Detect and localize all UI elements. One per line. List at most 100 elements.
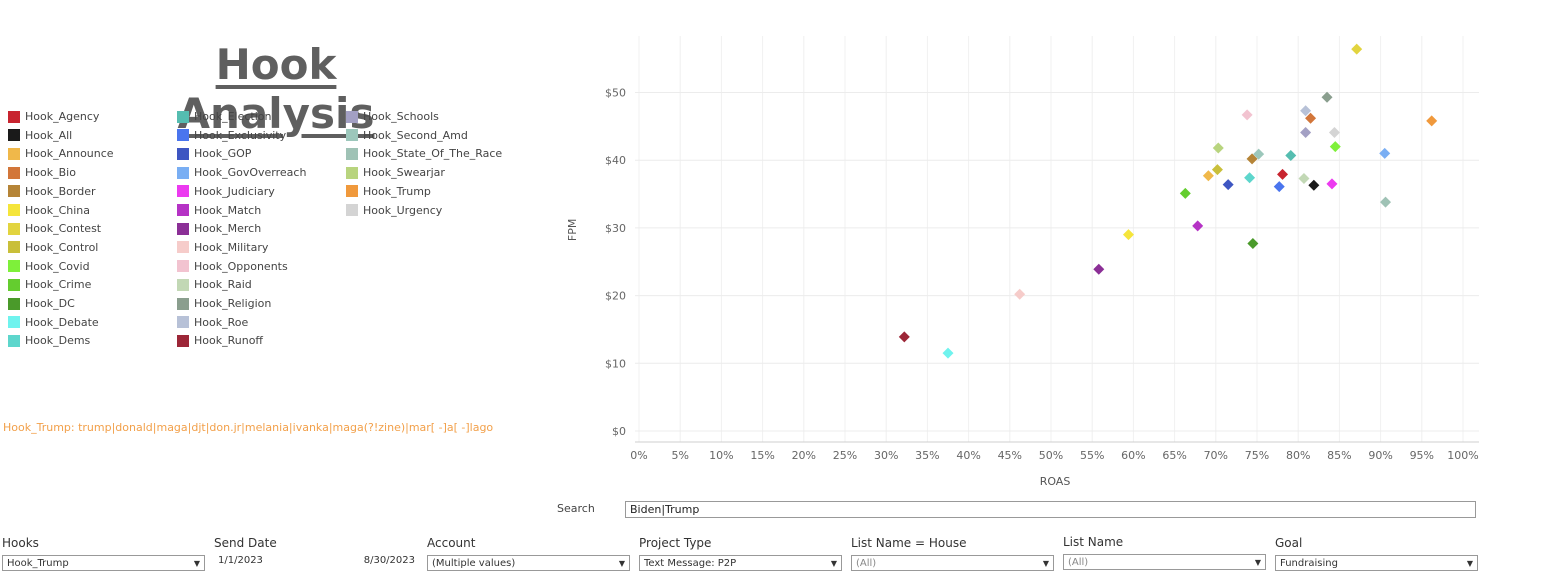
data-point[interactable] [1222,179,1234,191]
send-date-end[interactable]: 8/30/2023 [363,555,415,566]
legend-item[interactable]: Hook_GovOverreach [177,163,306,182]
legend-label: Hook_GOP [194,147,252,161]
data-point[interactable] [1300,126,1312,138]
list-house-dropdown[interactable]: (All) ▼ [851,555,1054,571]
data-point[interactable] [1308,179,1320,191]
data-point[interactable] [1298,172,1310,184]
legend-item[interactable]: Hook_Dems [8,331,90,350]
data-point[interactable] [898,331,910,343]
legend-item[interactable]: Hook_Debate [8,313,99,332]
legend-item[interactable]: Hook_Trump [346,182,431,201]
x-tick-label: 20% [792,449,816,462]
legend-item[interactable]: Hook_Agency [8,107,99,126]
legend-label: Hook_Merch [194,222,262,236]
legend-item[interactable]: Hook_Religion [177,294,271,313]
data-point[interactable] [1300,105,1312,117]
data-point[interactable] [1380,196,1392,208]
data-point[interactable] [1247,237,1259,249]
data-point[interactable] [1211,164,1223,176]
legend-item[interactable]: Hook_DC [8,294,75,313]
legend-label: Hook_Runoff [194,334,264,348]
legend-swatch [177,147,189,160]
filter-account: Account (Multiple values) ▼ [427,536,630,571]
legend-item[interactable]: Hook_Swearjar [346,163,445,182]
legend-item[interactable]: Hook_Covid [8,257,90,276]
x-tick-label: 0% [630,449,647,462]
data-point[interactable] [1351,43,1363,55]
legend-label: Hook_DC [25,297,75,310]
legend-label: Hook_Election [194,110,272,123]
x-tick-label: 25% [833,449,857,462]
data-point[interactable] [1273,181,1285,193]
legend-item[interactable]: Hook_Election [177,107,272,126]
legend-item[interactable]: Hook_Military [177,238,268,257]
legend-item[interactable]: Hook_Bio [8,163,76,182]
legend-item[interactable]: Hook_Judiciary [177,182,275,201]
legend-item[interactable]: Hook_Schools [346,107,439,126]
legend-swatch [8,185,20,198]
data-point[interactable] [1014,288,1026,300]
legend-item[interactable]: Hook_GOP [177,144,251,163]
legend-item[interactable]: Hook_China [8,201,90,220]
legend-item[interactable]: Hook_Opponents [177,257,288,276]
legend-item[interactable]: Hook_All [8,126,72,145]
data-point[interactable] [1202,170,1214,182]
data-point[interactable] [1244,172,1256,184]
legend-item[interactable]: Hook_State_Of_The_Race [346,144,502,163]
send-date-range[interactable]: 1/1/2023 8/30/2023 [214,555,418,571]
legend-item[interactable]: Hook_Control [8,238,98,257]
filter-project-type-label: Project Type [639,536,712,550]
legend-swatch [8,204,20,216]
legend-swatch [177,185,189,198]
list-name-dropdown[interactable]: (All) ▼ [1063,554,1266,570]
chevron-down-icon: ▼ [830,558,837,568]
hooks-dropdown[interactable]: Hook_Trump ▼ [2,555,205,571]
data-point[interactable] [1093,263,1105,275]
legend-label: Hook_All [25,128,73,142]
data-point[interactable] [1192,220,1204,232]
project-type-dropdown[interactable]: Text Message: P2P ▼ [639,555,842,571]
data-point[interactable] [942,347,954,359]
data-point[interactable] [1305,112,1317,124]
chevron-down-icon: ▼ [193,558,200,568]
data-point[interactable] [1426,115,1438,127]
data-point[interactable] [1321,91,1333,103]
data-point[interactable] [1285,149,1297,161]
legend-label: Hook_Religion [194,297,272,310]
legend-item[interactable]: Hook_Roe [177,313,248,332]
data-point[interactable] [1241,109,1253,121]
legend-item[interactable]: Hook_Crime [8,275,91,294]
legend-swatch [346,204,358,216]
legend-item[interactable]: Hook_Raid [177,275,252,294]
legend-item[interactable]: Hook_Match [177,201,261,220]
account-dropdown[interactable]: (Multiple values) ▼ [427,555,630,571]
legend-item[interactable]: Hook_Second_Amd [346,126,468,145]
x-tick-label: 90% [1368,449,1392,462]
data-point[interactable] [1253,148,1265,160]
legend-item[interactable]: Hook_Merch [177,219,261,238]
data-point[interactable] [1179,187,1191,199]
legend-item[interactable]: Hook_Announce [8,144,114,163]
legend-item[interactable]: Hook_Exclusivity [177,126,286,145]
data-point[interactable] [1328,126,1340,138]
legend-item[interactable]: Hook_Runoff [177,331,263,350]
data-point[interactable] [1246,153,1258,165]
data-point[interactable] [1326,178,1338,190]
goal-dropdown[interactable]: Fundraising ▼ [1275,555,1478,571]
legend-label: Hook_Second_Amd [363,128,468,142]
data-point[interactable] [1277,168,1289,180]
y-tick-label: $10 [605,357,626,370]
search-label: Search [557,502,595,515]
legend-label: Hook_Match [194,203,262,217]
data-point[interactable] [1329,141,1341,153]
legend-item[interactable]: Hook_Border [8,182,95,201]
legend-swatch [8,334,20,347]
legend-item[interactable]: Hook_Contest [8,219,101,238]
data-point[interactable] [1212,142,1224,154]
legend-item[interactable]: Hook_Urgency [346,201,442,220]
data-point[interactable] [1122,229,1134,241]
x-tick-label: 50% [1039,449,1063,462]
data-point[interactable] [1379,147,1391,159]
send-date-start[interactable]: 1/1/2023 [218,555,263,566]
search-input[interactable] [625,501,1476,518]
